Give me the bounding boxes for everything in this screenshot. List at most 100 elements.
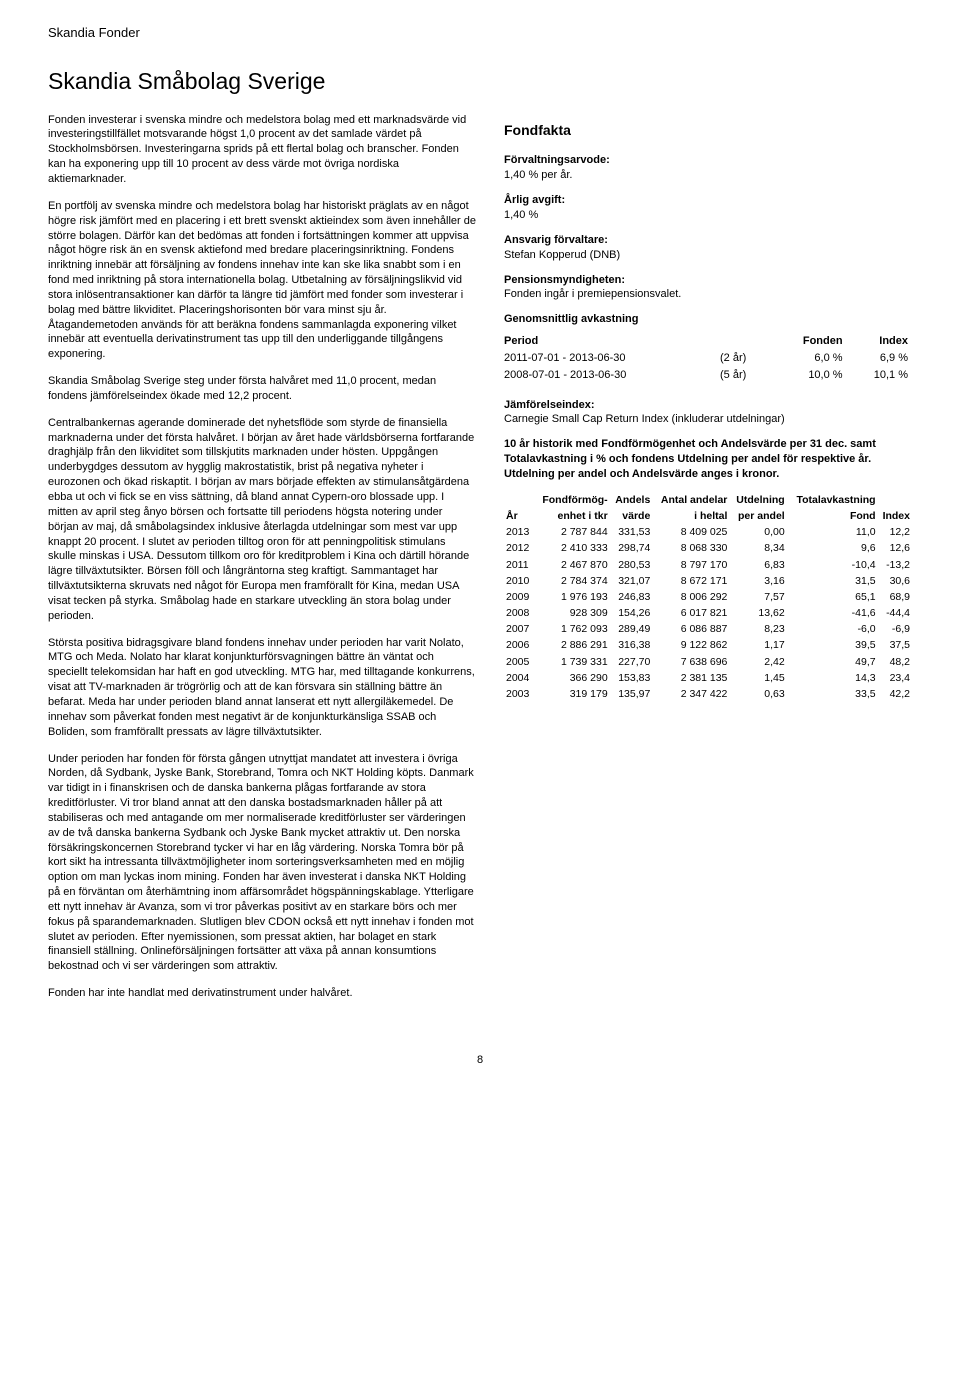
table-row: 2008-07-01 - 2013-06-30(5 år)10,0 %10,1 … <box>504 367 912 384</box>
col-header: Fondförmög- <box>534 492 610 508</box>
cell: 65,1 <box>787 589 878 605</box>
avkastning-label: Genomsnittlig avkastning <box>504 312 912 327</box>
cell: 298,74 <box>610 540 653 556</box>
body-paragraph: Under perioden har fonden för första gån… <box>48 752 476 975</box>
cell: -6,9 <box>878 621 912 637</box>
cell: 2004 <box>504 670 534 686</box>
body-paragraph: Största positiva bidragsgivare bland fon… <box>48 636 476 740</box>
cell: 2 784 374 <box>534 573 610 589</box>
table-row: 2003319 179135,972 347 4220,6333,542,2 <box>504 686 912 702</box>
cell: 366 290 <box>534 670 610 686</box>
cell: 39,5 <box>787 637 878 653</box>
cell: -10,4 <box>787 557 878 573</box>
fondfakta-title: Fondfakta <box>504 121 912 140</box>
hist-intro: 10 år historik med Fondförmögenhet och A… <box>504 437 912 482</box>
cell: 8,34 <box>729 540 786 556</box>
cell: 2 410 333 <box>534 540 610 556</box>
hist-intro-line: 10 år historik med Fondförmögenhet och A… <box>504 438 876 450</box>
cell: (2 år) <box>720 350 772 367</box>
table-row: 20112 467 870280,538 797 1706,83-10,4-13… <box>504 557 912 573</box>
cell: 246,83 <box>610 589 653 605</box>
fact-value: 1,40 % per år. <box>504 168 912 183</box>
cell: 2008-07-01 - 2013-06-30 <box>504 367 720 384</box>
cell: 2,42 <box>729 654 786 670</box>
col-header: enhet i tkr <box>534 508 610 524</box>
fact-label: Förvaltningsarvode: <box>504 153 912 168</box>
body-paragraph: Fonden har inte handlat med derivatinstr… <box>48 986 476 1001</box>
cell: 2 381 135 <box>652 670 729 686</box>
table-row: 20122 410 333298,748 068 3308,349,612,6 <box>504 540 912 556</box>
two-column-layout: Fonden investerar i svenska mindre och m… <box>48 113 912 1013</box>
cell: 316,38 <box>610 637 653 653</box>
cell: 0,00 <box>729 524 786 540</box>
cell: 9 122 862 <box>652 637 729 653</box>
body-paragraph: Skandia Småbolag Sverige steg under förs… <box>48 374 476 404</box>
avkastning-table: Period Fonden Index 2011-07-01 - 2013-06… <box>504 333 912 384</box>
table-header-row: Period Fonden Index <box>504 333 912 350</box>
fact-block: Förvaltningsarvode: 1,40 % per år. <box>504 153 912 183</box>
right-column: Fondfakta Förvaltningsarvode: 1,40 % per… <box>504 113 912 1013</box>
cell: 2008 <box>504 605 534 621</box>
cell: 2006 <box>504 637 534 653</box>
cell: 68,9 <box>878 589 912 605</box>
cell: 9,6 <box>787 540 878 556</box>
fact-block: Årlig avgift: 1,40 % <box>504 193 912 223</box>
cell: 280,53 <box>610 557 653 573</box>
cell: 2012 <box>504 540 534 556</box>
cell: 2 347 422 <box>652 686 729 702</box>
col-header <box>878 492 912 508</box>
table-row: 2011-07-01 - 2013-06-30(2 år)6,0 %6,9 % <box>504 350 912 367</box>
table-row: 20071 762 093289,496 086 8878,23-6,0-6,9 <box>504 621 912 637</box>
col-header: värde <box>610 508 653 524</box>
col-header: Andels <box>610 492 653 508</box>
table-row: 20051 739 331227,707 638 6962,4249,748,2 <box>504 654 912 670</box>
cell: -13,2 <box>878 557 912 573</box>
fact-value: Carnegie Small Cap Return Index (inklude… <box>504 412 912 427</box>
hist-intro-line: Totalavkastning i % och fondens Utdelnin… <box>504 453 871 465</box>
table-row: 2008928 309154,266 017 82113,62-41,6-44,… <box>504 605 912 621</box>
fact-value: Stefan Kopperud (DNB) <box>504 248 912 263</box>
table-row: 20132 787 844331,538 409 0250,0011,012,2 <box>504 524 912 540</box>
cell: 331,53 <box>610 524 653 540</box>
cell: -6,0 <box>787 621 878 637</box>
cell: 0,63 <box>729 686 786 702</box>
cell: 12,2 <box>878 524 912 540</box>
cell: 1,45 <box>729 670 786 686</box>
col-header <box>504 492 534 508</box>
cell: 2003 <box>504 686 534 702</box>
cell: 8 006 292 <box>652 589 729 605</box>
cell: 153,83 <box>610 670 653 686</box>
table-row: 20102 784 374321,078 672 1713,1631,530,6 <box>504 573 912 589</box>
fact-block: Ansvarig förvaltare: Stefan Kopperud (DN… <box>504 233 912 263</box>
cell: 2005 <box>504 654 534 670</box>
left-column: Fonden investerar i svenska mindre och m… <box>48 113 476 1013</box>
page-title: Skandia Småbolag Sverige <box>48 66 912 97</box>
fact-value: Fonden ingår i premiepensionsvalet. <box>504 287 912 302</box>
cell: 321,07 <box>610 573 653 589</box>
cell: 319 179 <box>534 686 610 702</box>
cell: 12,6 <box>878 540 912 556</box>
cell: 1 976 193 <box>534 589 610 605</box>
cell: 2 467 870 <box>534 557 610 573</box>
cell: 23,4 <box>878 670 912 686</box>
col-header: Utdelning <box>729 492 786 508</box>
fact-label: Ansvarig förvaltare: <box>504 233 912 248</box>
table-header-row: Fondförmög-AndelsAntal andelarUtdelningT… <box>504 492 912 508</box>
fact-label: Jämförelseindex: <box>504 398 912 413</box>
col-header: År <box>504 508 534 524</box>
col-header: Index <box>878 508 912 524</box>
col-header: per andel <box>729 508 786 524</box>
fact-label: Pensionsmyndigheten: <box>504 273 912 288</box>
cell: 42,2 <box>878 686 912 702</box>
page-number: 8 <box>48 1053 912 1068</box>
cell: 8 797 170 <box>652 557 729 573</box>
table-header-row: Årenhet i tkrvärdei heltalper andelFondI… <box>504 508 912 524</box>
cell: 2009 <box>504 589 534 605</box>
cell: 154,26 <box>610 605 653 621</box>
cell: 289,49 <box>610 621 653 637</box>
jamforelseindex-block: Jämförelseindex: Carnegie Small Cap Retu… <box>504 398 912 428</box>
brand-header: Skandia Fonder <box>48 24 912 42</box>
cell: 10,1 % <box>847 367 912 384</box>
cell: 227,70 <box>610 654 653 670</box>
cell: -44,4 <box>878 605 912 621</box>
